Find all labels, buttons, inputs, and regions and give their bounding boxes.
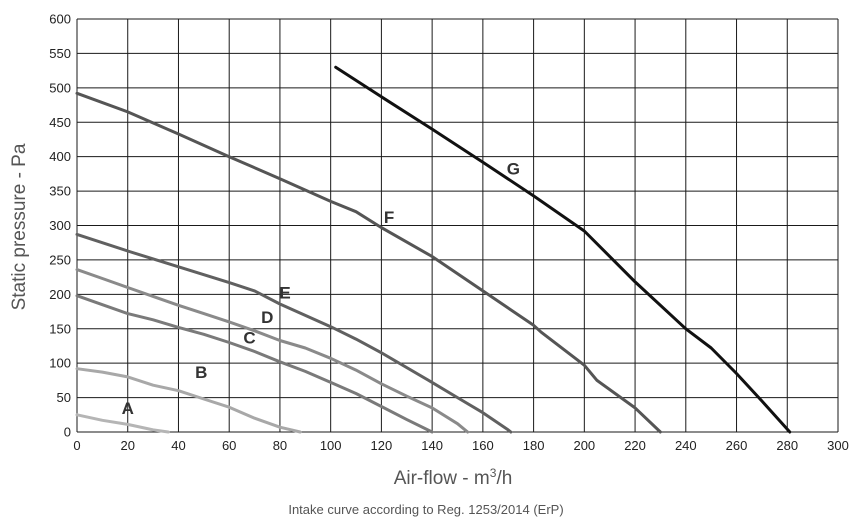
series-label-f: F bbox=[384, 208, 394, 227]
x-axis-label: Air-flow - m3/h bbox=[394, 466, 513, 489]
series-label-g: G bbox=[507, 159, 520, 178]
y-tick-label: 500 bbox=[49, 80, 71, 95]
chart-caption: Intake curve according to Reg. 1253/2014… bbox=[288, 502, 564, 517]
y-tick-label: 100 bbox=[49, 356, 71, 371]
grid bbox=[76, 18, 839, 433]
series-labels: A B CDE F G bbox=[122, 159, 520, 418]
y-tick-label: 200 bbox=[49, 287, 71, 302]
series-line-f bbox=[75, 91, 662, 434]
series-lines bbox=[75, 65, 792, 434]
series-line-c bbox=[75, 294, 434, 434]
x-tick-label: 20 bbox=[120, 438, 134, 453]
series-label-e: E bbox=[279, 283, 290, 302]
x-tick-label: 260 bbox=[726, 438, 748, 453]
series-line-d bbox=[75, 268, 470, 434]
y-tick-label: 450 bbox=[49, 115, 71, 130]
series-line-g bbox=[334, 65, 792, 434]
x-tick-label: 80 bbox=[273, 438, 287, 453]
x-tick-label: 60 bbox=[222, 438, 236, 453]
series-line-b bbox=[75, 367, 302, 434]
x-tick-label: 100 bbox=[320, 438, 342, 453]
y-tick-label: 600 bbox=[49, 12, 71, 27]
y-axis-label: Static pressure - Pa bbox=[9, 143, 30, 310]
y-tick-label: 550 bbox=[49, 46, 71, 61]
x-tick-label: 40 bbox=[171, 438, 185, 453]
x-tick-label: 180 bbox=[523, 438, 545, 453]
x-tick-label: 0 bbox=[73, 438, 80, 453]
x-tick-label: 300 bbox=[827, 438, 849, 453]
y-tick-label: 350 bbox=[49, 184, 71, 199]
tick-labels: 0 20 40 60 80 100 120 140 160 180 200 220 240 260 280 3… bbox=[49, 12, 849, 454]
y-tick-label: 400 bbox=[49, 149, 71, 164]
series-label-c: C bbox=[243, 329, 255, 348]
series-label-d: D bbox=[261, 308, 273, 327]
x-tick-label: 200 bbox=[573, 438, 595, 453]
series-line-a bbox=[75, 413, 170, 434]
x-tick-label: 140 bbox=[421, 438, 443, 453]
series-line-e bbox=[75, 232, 513, 434]
y-tick-label: 250 bbox=[49, 252, 71, 267]
series-label-b: B bbox=[195, 363, 207, 382]
y-tick-label: 50 bbox=[57, 390, 71, 405]
x-tick-label: 240 bbox=[675, 438, 697, 453]
y-tick-label: 300 bbox=[49, 218, 71, 233]
x-tick-label: 280 bbox=[776, 438, 798, 453]
x-tick-label: 160 bbox=[472, 438, 494, 453]
x-tick-label: 220 bbox=[624, 438, 646, 453]
y-tick-label: 150 bbox=[49, 321, 71, 336]
y-tick-label: 0 bbox=[64, 425, 71, 440]
x-tick-label: 120 bbox=[371, 438, 393, 453]
series-label-a: A bbox=[122, 399, 134, 418]
